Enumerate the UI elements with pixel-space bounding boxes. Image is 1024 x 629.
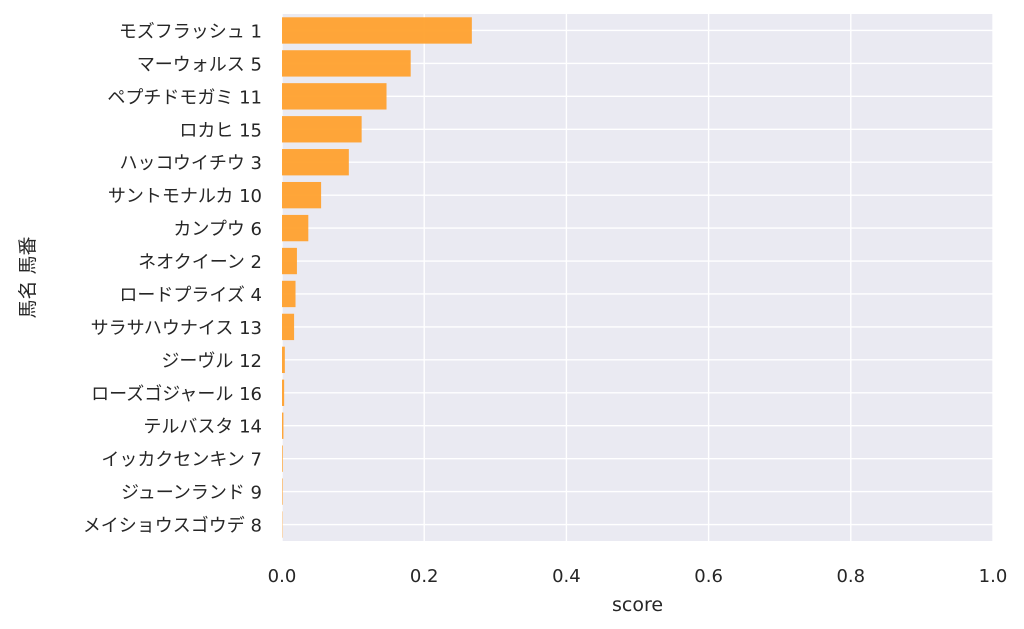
x-tick-label: 1.0 [979, 566, 1008, 587]
category-label: カンプウ 6 [173, 219, 262, 240]
category-label: テルバスタ 14 [143, 417, 262, 438]
x-tick-label: 0.4 [552, 566, 581, 587]
bar [282, 280, 296, 308]
x-tick-label: 0.8 [836, 566, 865, 587]
category-label: ロードプライズ 4 [119, 285, 262, 306]
category-label: ジューンランド 9 [121, 483, 262, 504]
bars [282, 17, 472, 538]
category-label: サラサハウナイス 13 [91, 318, 262, 339]
bar [282, 445, 283, 472]
bar [282, 346, 285, 374]
bar [282, 313, 295, 341]
x-tick-label: 0.0 [268, 566, 297, 587]
grid-lines [281, 14, 994, 541]
category-label: メイショウスゴウデ 8 [83, 516, 262, 537]
category-label: マーウォルス 5 [137, 54, 262, 75]
category-label: モズフラッシュ 1 [119, 21, 262, 42]
category-labels: モズフラッシュ 1 マーウォルス 5 ペプチドモガミ 11 ロカヒ 15 ハッコウイチウ… [83, 21, 262, 536]
category-label: イッカクセンキン 7 [101, 450, 262, 471]
bar [282, 478, 283, 505]
category-label: ペプチドモガミ 11 [107, 87, 262, 108]
category-label: ネオクイーン 2 [138, 252, 262, 273]
bar [282, 181, 322, 209]
x-tick-label: 0.6 [694, 566, 723, 587]
bar [282, 83, 387, 110]
category-label: ジーヴル 12 [161, 351, 262, 372]
x-tick-labels: 0.0 0.2 0.4 0.6 0.8 1.0 [268, 566, 1008, 587]
category-label: ローズゴジャール 16 [91, 384, 262, 405]
bar [282, 149, 349, 176]
bar [282, 379, 285, 406]
bar [282, 50, 411, 77]
x-axis-title: score [612, 594, 663, 616]
category-label: ロカヒ 15 [179, 120, 262, 141]
bar [282, 17, 472, 44]
category-label: サントモナルカ 10 [108, 186, 262, 207]
bar [282, 116, 362, 143]
x-tick-label: 0.2 [410, 566, 439, 587]
y-axis-title: 馬名 馬番 [17, 236, 39, 318]
bar [282, 412, 284, 439]
bar [282, 214, 309, 242]
bar [282, 247, 297, 275]
plot-background [282, 14, 993, 541]
category-label: ハッコウイチウ 3 [120, 153, 262, 174]
